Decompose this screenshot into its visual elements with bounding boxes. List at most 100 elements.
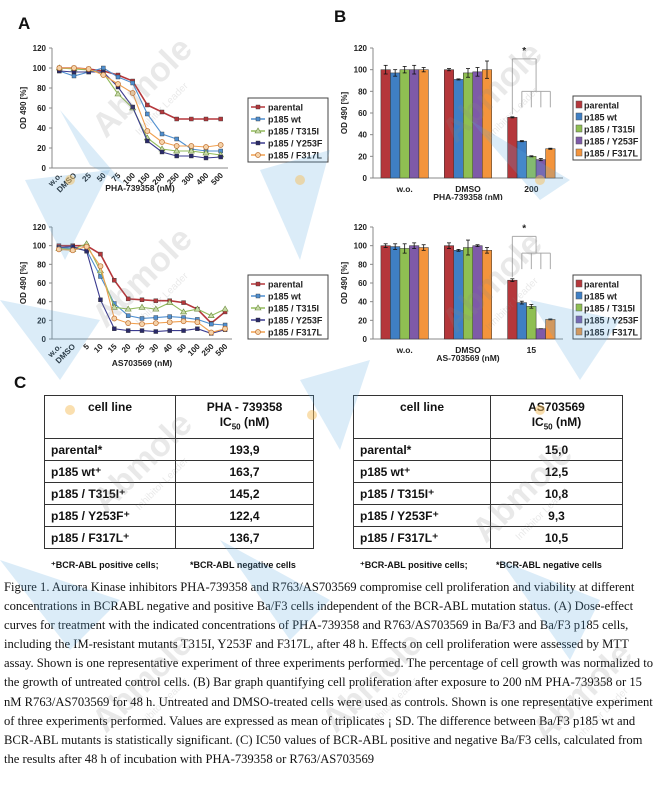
bar bbox=[453, 250, 464, 340]
bar bbox=[482, 250, 492, 340]
data-point bbox=[180, 308, 188, 315]
table-row: p185 / T315I⁺ 10,8 bbox=[353, 482, 623, 505]
y-tick-label: 120 bbox=[354, 223, 368, 232]
data-point bbox=[194, 319, 201, 326]
table-row: p185 / F317L⁺ 10,5 bbox=[353, 526, 623, 549]
bar bbox=[516, 140, 527, 179]
y-tick-label: 40 bbox=[37, 124, 46, 133]
bar bbox=[535, 328, 546, 340]
data-point bbox=[173, 147, 181, 154]
data-point bbox=[139, 316, 145, 321]
bar bbox=[516, 302, 527, 340]
table-header-ic50: AS703569 IC50 (nM) bbox=[490, 395, 623, 439]
row-ic50: 9,3 bbox=[490, 504, 623, 527]
bar bbox=[507, 117, 518, 179]
data-point bbox=[255, 329, 261, 335]
x-tick-label: 300 bbox=[180, 171, 196, 187]
legend-label: p185 / T315I bbox=[268, 127, 319, 137]
bar bbox=[390, 246, 401, 340]
y-axis-label: OD 490 [%] bbox=[340, 262, 349, 305]
legend-label: p185 / Y253F bbox=[584, 316, 639, 326]
y-tick-label: 20 bbox=[358, 316, 367, 325]
data-point bbox=[255, 152, 261, 158]
legend-item: p185 / T315I bbox=[575, 124, 635, 135]
series-p185-f317l bbox=[56, 243, 228, 336]
series-line bbox=[59, 70, 221, 159]
data-point bbox=[71, 73, 77, 79]
data-point bbox=[217, 142, 224, 148]
data-point bbox=[145, 111, 150, 117]
legend-swatch bbox=[575, 124, 583, 133]
data-point bbox=[114, 90, 122, 97]
legend: parental p185 wt p185 / T315I p185 / Y253F p… bbox=[247, 97, 329, 163]
data-point bbox=[56, 246, 62, 253]
x-tick-label: 100 bbox=[186, 342, 202, 358]
bar bbox=[390, 72, 401, 179]
x-tick-label: 400 bbox=[195, 171, 211, 187]
data-point bbox=[144, 128, 151, 134]
data-point bbox=[159, 109, 165, 115]
data-point bbox=[129, 90, 136, 96]
legend-item: parental bbox=[575, 279, 619, 290]
row-ic50: 15,0 bbox=[490, 438, 623, 461]
row-cell-line: p185 / T315I⁺ bbox=[353, 482, 491, 505]
x-tick-label: 25 bbox=[80, 171, 93, 184]
series-p185-wt bbox=[56, 245, 228, 328]
row-cell-line: p185 / Y253F⁺ bbox=[353, 504, 491, 527]
legend: parental p185 wt p185 / T315I p185 / Y253F p… bbox=[572, 274, 642, 340]
data-point bbox=[110, 303, 118, 310]
legend-swatch bbox=[575, 136, 583, 145]
x-tick-label: 500 bbox=[209, 171, 225, 187]
bar bbox=[418, 247, 429, 340]
legend: parental p185 wt p185 / T315I p185 / Y253F p… bbox=[247, 274, 329, 340]
row-cell-line: p185 / T315I⁺ bbox=[44, 482, 176, 505]
data-point bbox=[125, 328, 131, 333]
table-row: p185 wt⁺ 12,5 bbox=[353, 460, 623, 483]
legend-box bbox=[247, 274, 329, 340]
data-point bbox=[145, 102, 150, 108]
data-point bbox=[167, 314, 172, 319]
footnote-negative-right: *BCR-ABL negative cells bbox=[496, 560, 602, 570]
bar-chart-pha: 0 20 40 60 80 100 120 OD 490 [%] w.o. DMSO 200 * PHA… bbox=[340, 44, 642, 200]
footnote-positive-left: ⁺BCR-ABL positive cells; bbox=[51, 560, 159, 570]
legend-label: p185 / T315I bbox=[584, 125, 635, 135]
table-row: parental* 193,9 bbox=[44, 438, 314, 461]
row-cell-line: parental* bbox=[353, 438, 491, 461]
x-tick-label: w.o. bbox=[396, 345, 413, 355]
y-tick-label: 20 bbox=[37, 144, 46, 153]
data-point bbox=[115, 74, 121, 80]
data-point bbox=[97, 263, 104, 270]
table-header-cell-line: cell line bbox=[353, 395, 491, 439]
y-tick-label: 100 bbox=[354, 66, 368, 75]
y-tick-label: 100 bbox=[33, 242, 47, 251]
bar bbox=[418, 69, 429, 179]
data-point bbox=[152, 305, 160, 312]
row-ic50: 10,5 bbox=[490, 526, 623, 549]
x-axis-label: PHA-739358 (nM) bbox=[105, 183, 175, 193]
y-tick-label: 20 bbox=[358, 152, 367, 161]
data-point bbox=[85, 66, 92, 72]
legend: parental p185 wt p185 / T315I p185 / Y253F p… bbox=[572, 95, 642, 161]
legend-item: parental bbox=[251, 103, 303, 113]
table-header-ic50: PHA - 739358 IC50 (nM) bbox=[175, 395, 314, 439]
legend-swatch bbox=[575, 279, 583, 288]
x-tick-label: 250 bbox=[200, 342, 216, 358]
x-tick-label: 15 bbox=[527, 345, 537, 355]
bar bbox=[545, 319, 556, 340]
data-point bbox=[218, 116, 223, 122]
series-line bbox=[58, 244, 226, 325]
row-ic50: 193,9 bbox=[175, 438, 314, 461]
bar bbox=[380, 245, 391, 340]
legend-item: p185 / T315I bbox=[251, 127, 319, 137]
row-cell-line: p185 wt⁺ bbox=[44, 460, 176, 483]
significance-star: * bbox=[522, 46, 526, 57]
bar bbox=[526, 156, 537, 179]
legend-item: parental bbox=[251, 280, 303, 290]
x-tick-label: DMSO bbox=[455, 345, 481, 355]
legend-label: p185 wt bbox=[268, 115, 301, 125]
x-tick-label: 50 bbox=[95, 171, 108, 184]
y-tick-label: 80 bbox=[358, 87, 367, 96]
bar bbox=[472, 245, 483, 340]
x-tick-label: 40 bbox=[161, 342, 174, 355]
